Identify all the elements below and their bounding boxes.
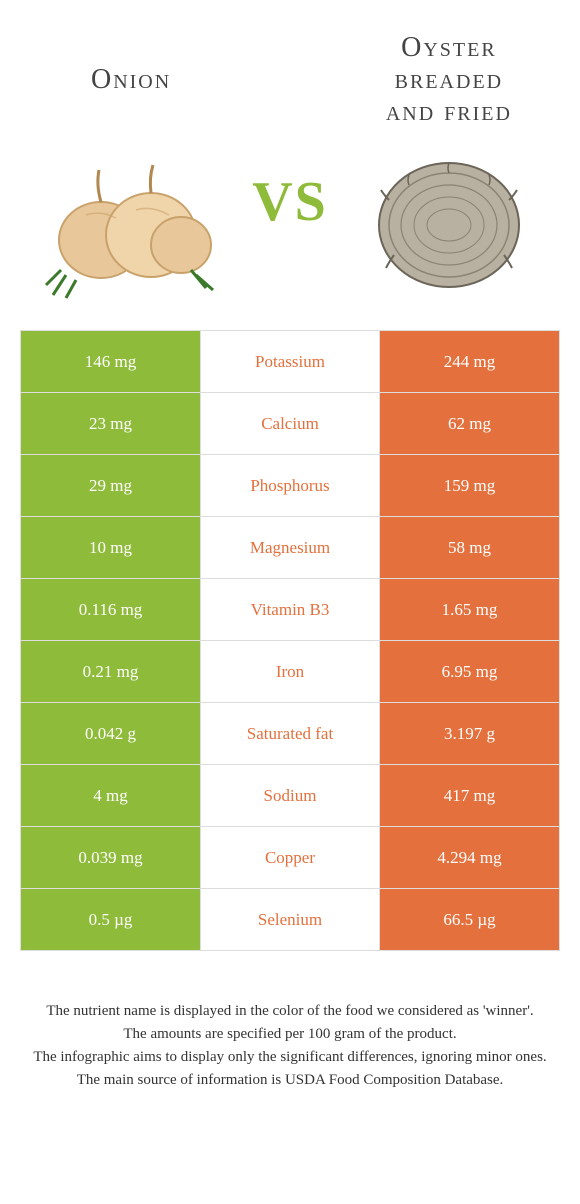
right-food-column: Oyster breaded and fried (338, 30, 560, 300)
left-value: 146 mg (21, 331, 201, 392)
nutrient-label: Magnesium (201, 517, 379, 578)
nutrient-label: Calcium (201, 393, 379, 454)
table-row: 146 mgPotassium244 mg (21, 331, 559, 393)
left-food-column: Onion (20, 30, 242, 300)
nutrient-label: Vitamin B3 (201, 579, 379, 640)
right-food-title: Oyster breaded and fried (338, 30, 560, 130)
oyster-image (359, 140, 539, 300)
left-value: 10 mg (21, 517, 201, 578)
nutrient-label: Copper (201, 827, 379, 888)
right-value: 3.197 g (379, 703, 559, 764)
right-value: 4.294 mg (379, 827, 559, 888)
table-row: 10 mgMagnesium58 mg (21, 517, 559, 579)
left-value: 29 mg (21, 455, 201, 516)
left-value: 0.21 mg (21, 641, 201, 702)
left-value: 23 mg (21, 393, 201, 454)
right-value: 6.95 mg (379, 641, 559, 702)
right-value: 159 mg (379, 455, 559, 516)
right-value: 244 mg (379, 331, 559, 392)
comparison-header: Onion VS Oyster breaded and fried (0, 0, 580, 310)
footnote-line: The infographic aims to display only the… (28, 1047, 552, 1068)
nutrient-label: Phosphorus (201, 455, 379, 516)
left-value: 0.116 mg (21, 579, 201, 640)
vs-label: VS (252, 30, 328, 234)
left-food-title: Onion (20, 30, 242, 130)
nutrient-label: Iron (201, 641, 379, 702)
left-value: 4 mg (21, 765, 201, 826)
right-value: 417 mg (379, 765, 559, 826)
table-row: 4 mgSodium417 mg (21, 765, 559, 827)
table-row: 0.21 mgIron6.95 mg (21, 641, 559, 703)
nutrient-comparison-table: 146 mgPotassium244 mg23 mgCalcium62 mg29… (20, 330, 560, 951)
footnote-line: The nutrient name is displayed in the co… (28, 1001, 552, 1022)
onion-image (41, 140, 221, 300)
table-row: 0.116 mgVitamin B31.65 mg (21, 579, 559, 641)
footnotes: The nutrient name is displayed in the co… (0, 951, 580, 1091)
footnote-line: The amounts are specified per 100 gram o… (28, 1024, 552, 1045)
table-row: 0.5 µgSelenium66.5 µg (21, 889, 559, 951)
nutrient-label: Saturated fat (201, 703, 379, 764)
left-value: 0.042 g (21, 703, 201, 764)
footnote-line: The main source of information is USDA F… (28, 1070, 552, 1091)
right-value: 58 mg (379, 517, 559, 578)
nutrient-label: Potassium (201, 331, 379, 392)
right-value: 66.5 µg (379, 889, 559, 950)
right-value: 62 mg (379, 393, 559, 454)
nutrient-label: Sodium (201, 765, 379, 826)
left-value: 0.039 mg (21, 827, 201, 888)
table-row: 0.039 mgCopper4.294 mg (21, 827, 559, 889)
table-row: 0.042 gSaturated fat3.197 g (21, 703, 559, 765)
left-value: 0.5 µg (21, 889, 201, 950)
table-row: 23 mgCalcium62 mg (21, 393, 559, 455)
table-row: 29 mgPhosphorus159 mg (21, 455, 559, 517)
right-value: 1.65 mg (379, 579, 559, 640)
nutrient-label: Selenium (201, 889, 379, 950)
